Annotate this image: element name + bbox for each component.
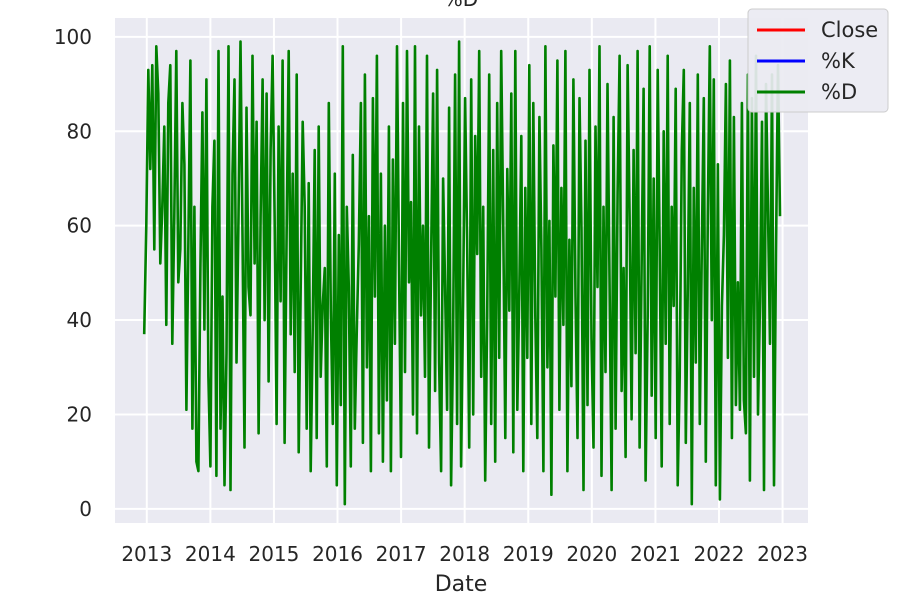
y-axis-ticks: 0 20 40 60 80 100 (54, 25, 92, 521)
x-tick-label: 2013 (121, 542, 172, 566)
y-tick-label: 80 (67, 119, 92, 143)
x-tick-label: 2018 (439, 542, 490, 566)
x-tick-label: 2020 (566, 542, 617, 566)
y-tick-label: 60 (67, 214, 92, 238)
legend-box (747, 8, 889, 113)
x-axis-ticks: 2013 2014 2015 2016 2017 2018 2019 2020 2021 2022… (121, 542, 808, 566)
x-tick-label: 2021 (630, 542, 681, 566)
x-tick-label: 2014 (185, 542, 236, 566)
x-axis-title: Date (435, 572, 488, 597)
x-tick-label: 2017 (376, 542, 427, 566)
chart-title: %D (444, 0, 478, 11)
x-tick-label: 2023 (757, 542, 808, 566)
x-tick-label: 2022 (694, 542, 745, 566)
series-line-d (142, 40, 782, 506)
series-layer (142, 40, 782, 506)
y-tick-label: 0 (79, 497, 92, 521)
legend-label-k: %K (821, 49, 856, 73)
y-tick-label: 40 (67, 308, 92, 332)
y-tick-label: 20 (67, 402, 92, 426)
x-tick-label: 2015 (248, 542, 299, 566)
x-tick-label: 2019 (503, 542, 554, 566)
legend-label-d: %D (821, 80, 857, 104)
legend: Close %K %D (747, 8, 889, 113)
legend-label-close: Close (821, 18, 878, 42)
y-tick-label: 100 (54, 25, 92, 49)
x-tick-label: 2016 (312, 542, 363, 566)
